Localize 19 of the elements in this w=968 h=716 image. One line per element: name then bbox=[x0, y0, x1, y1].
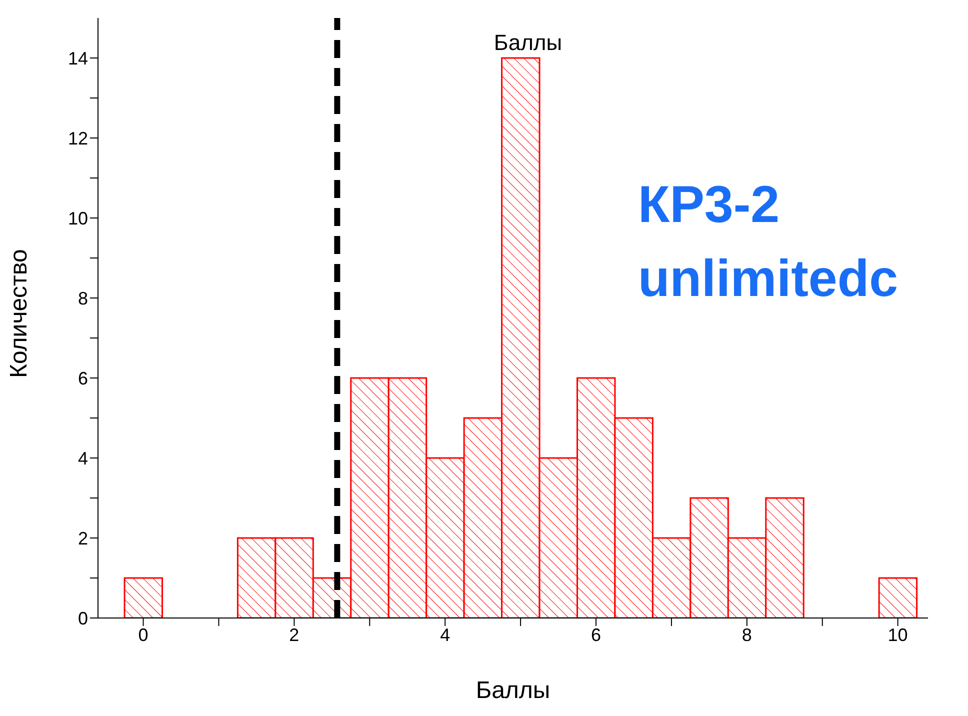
text: Баллы bbox=[494, 30, 562, 55]
y-tick-label: 10 bbox=[68, 208, 88, 228]
annotation: КР3-2 bbox=[638, 175, 781, 236]
x-tick-label: 2 bbox=[289, 624, 300, 645]
x-tick-label: 10 bbox=[888, 624, 908, 645]
y-tick-label: 14 bbox=[68, 48, 88, 68]
x-tick-label: 4 bbox=[440, 624, 450, 645]
x-tick-label: 8 bbox=[742, 624, 752, 645]
x-tick-label: 6 bbox=[590, 624, 602, 645]
x-axis-title: Баллы bbox=[476, 677, 550, 704]
y-tick-label: 12 bbox=[68, 128, 88, 148]
y-tick-label: 2 bbox=[78, 528, 88, 548]
y-tick-label: 6 bbox=[78, 368, 88, 388]
y-axis-title: Количество bbox=[6, 249, 33, 378]
y-tick-label: 8 bbox=[78, 288, 88, 308]
y-tick-label: 4 bbox=[78, 448, 88, 468]
x-tick-label: 0 bbox=[138, 624, 148, 645]
y-tick-label: 0 bbox=[78, 608, 88, 628]
annotation: unlimitedc bbox=[638, 249, 898, 310]
